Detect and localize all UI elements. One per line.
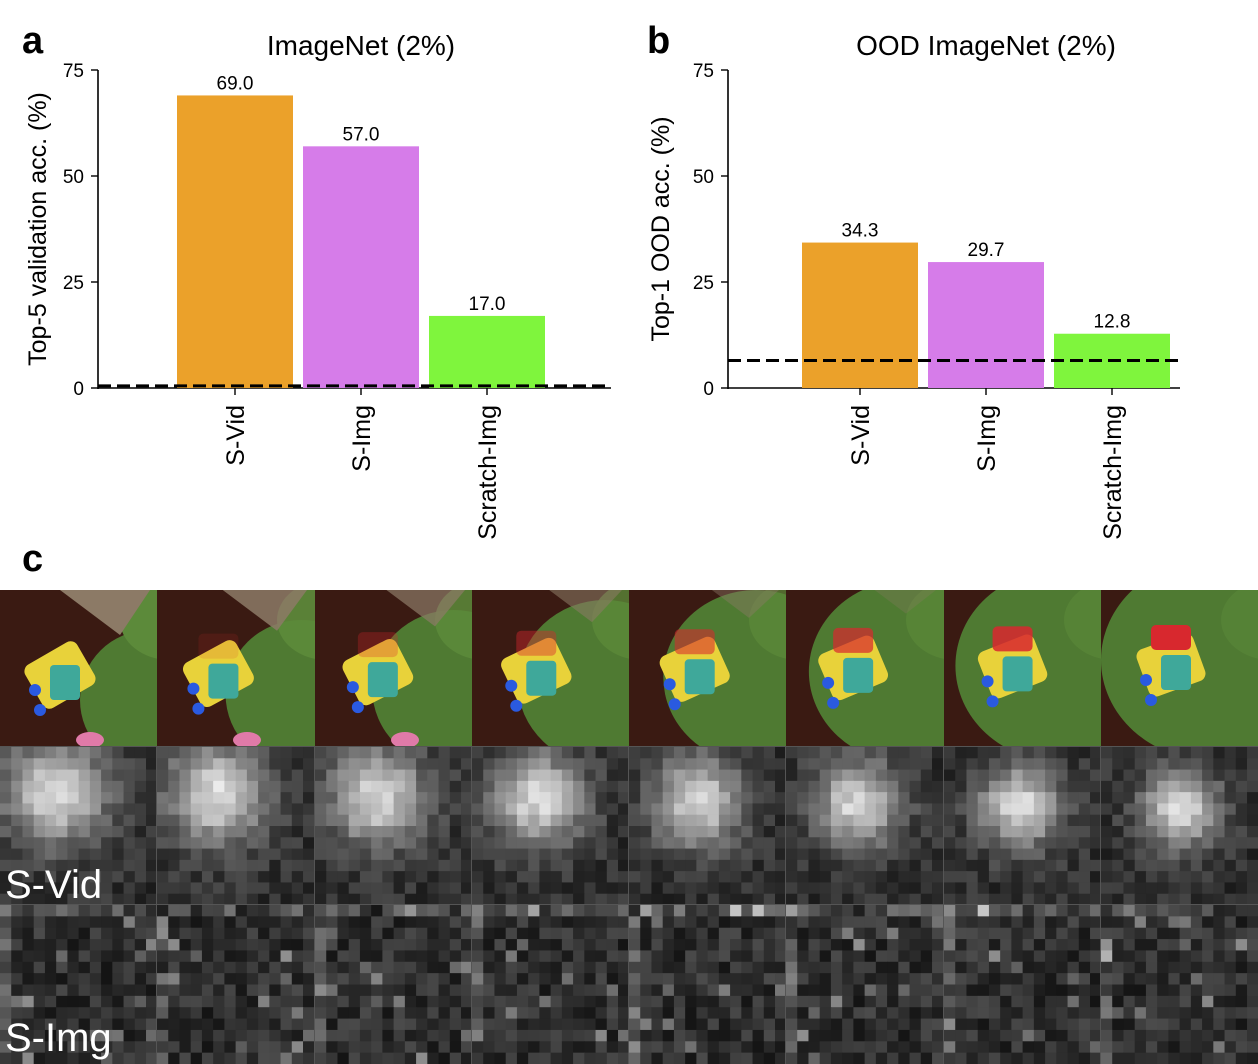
- simg-activation-map: [1099, 904, 1258, 1064]
- bar-value-label: 34.3: [842, 221, 879, 242]
- video-frame: [471, 590, 629, 747]
- simg-activation-map: [0, 904, 159, 1064]
- video-frame: [629, 590, 787, 747]
- panel-letter-c: c: [22, 538, 44, 580]
- chart-title: ImageNet (2%): [267, 30, 455, 61]
- svid-activation-map: [627, 746, 788, 906]
- bar-value-label: 69.0: [217, 73, 254, 94]
- svid-activation-map: [156, 746, 316, 906]
- video-frame: [0, 590, 158, 747]
- x-tick-label: S-Img: [348, 405, 376, 472]
- simg-activation-map: [313, 904, 473, 1064]
- bar-value-label: 17.0: [469, 294, 506, 315]
- simg-activation-map: [942, 904, 1102, 1064]
- bar-scratch-img: [429, 315, 545, 388]
- svid-activation-map: [313, 746, 473, 906]
- svid-activation-map: [0, 746, 159, 906]
- panel-letter-b: b: [647, 20, 671, 62]
- y-axis-label: Top-1 OOD acc. (%): [647, 116, 675, 341]
- bar-s-vid: [802, 242, 918, 388]
- simg-activation-map: [156, 904, 316, 1064]
- video-frame: [1100, 590, 1258, 747]
- y-tick-label: 50: [63, 167, 84, 188]
- x-tick-label: S-Vid: [222, 405, 250, 466]
- simg-activation-map: [470, 904, 631, 1064]
- svid-activation-map: [942, 746, 1102, 906]
- row-label-svid: S-Vid: [5, 863, 103, 907]
- y-tick-label: 50: [693, 167, 714, 188]
- bar-s-img: [303, 146, 419, 388]
- bar-value-label: 12.8: [1094, 312, 1131, 333]
- bar-s-vid: [177, 95, 293, 388]
- y-tick-label: 25: [63, 273, 84, 294]
- video-frame: [943, 590, 1101, 747]
- svid-activation-map: [1099, 746, 1258, 906]
- video-frame: [786, 590, 944, 747]
- y-tick-label: 0: [73, 379, 84, 400]
- y-tick-label: 0: [703, 379, 714, 400]
- panel-letter-a: a: [22, 20, 44, 62]
- row-label-simg: S-Img: [5, 1016, 112, 1060]
- y-axis-label: Top-5 validation acc. (%): [24, 92, 52, 366]
- bar-value-label: 29.7: [968, 240, 1005, 261]
- video-frame: [314, 590, 472, 747]
- x-tick-label: Scratch-Img: [1099, 405, 1127, 540]
- x-tick-label: S-Vid: [847, 405, 875, 466]
- svid-activation-map: [470, 746, 631, 906]
- bar-value-label: 57.0: [343, 124, 380, 145]
- chart-imagenet: ImageNet (2%) Top-5 validation acc. (%) 0 2…: [24, 30, 611, 540]
- y-tick-label: 25: [693, 273, 714, 294]
- svid-activation-map: [785, 746, 945, 906]
- video-frame: [157, 590, 315, 747]
- simg-activation-map: [627, 904, 788, 1064]
- y-tick-label: 75: [693, 61, 714, 82]
- x-tick-label: S-Img: [973, 405, 1001, 472]
- x-tick-label: Scratch-Img: [474, 405, 502, 540]
- activation-grid: S-Vid S-Img: [0, 590, 1258, 1064]
- y-tick-label: 75: [63, 61, 84, 82]
- simg-activation-map: [785, 904, 945, 1064]
- chart-title: OOD ImageNet (2%): [856, 30, 1116, 61]
- bar-s-img: [928, 262, 1044, 388]
- chart-ood-imagenet: OOD ImageNet (2%) Top-1 OOD acc. (%) 0 25 50…: [647, 30, 1180, 540]
